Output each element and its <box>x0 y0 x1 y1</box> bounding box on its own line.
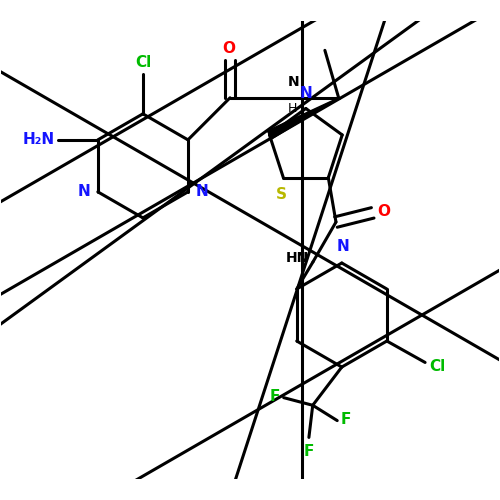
Text: N: N <box>300 86 312 101</box>
Text: O: O <box>222 40 235 56</box>
Text: H: H <box>288 102 297 114</box>
Text: F: F <box>270 388 280 404</box>
Text: S: S <box>276 187 287 202</box>
Text: N: N <box>78 184 90 200</box>
Text: H₂N: H₂N <box>23 132 55 148</box>
Text: N: N <box>288 74 299 88</box>
Text: N: N <box>196 184 208 200</box>
Text: F: F <box>341 412 351 426</box>
Text: HN: HN <box>286 251 309 265</box>
Text: F: F <box>304 444 314 458</box>
Text: N: N <box>337 239 349 254</box>
Text: Cl: Cl <box>430 359 446 374</box>
Polygon shape <box>268 98 338 139</box>
Text: O: O <box>378 204 390 219</box>
Text: Cl: Cl <box>135 55 151 70</box>
